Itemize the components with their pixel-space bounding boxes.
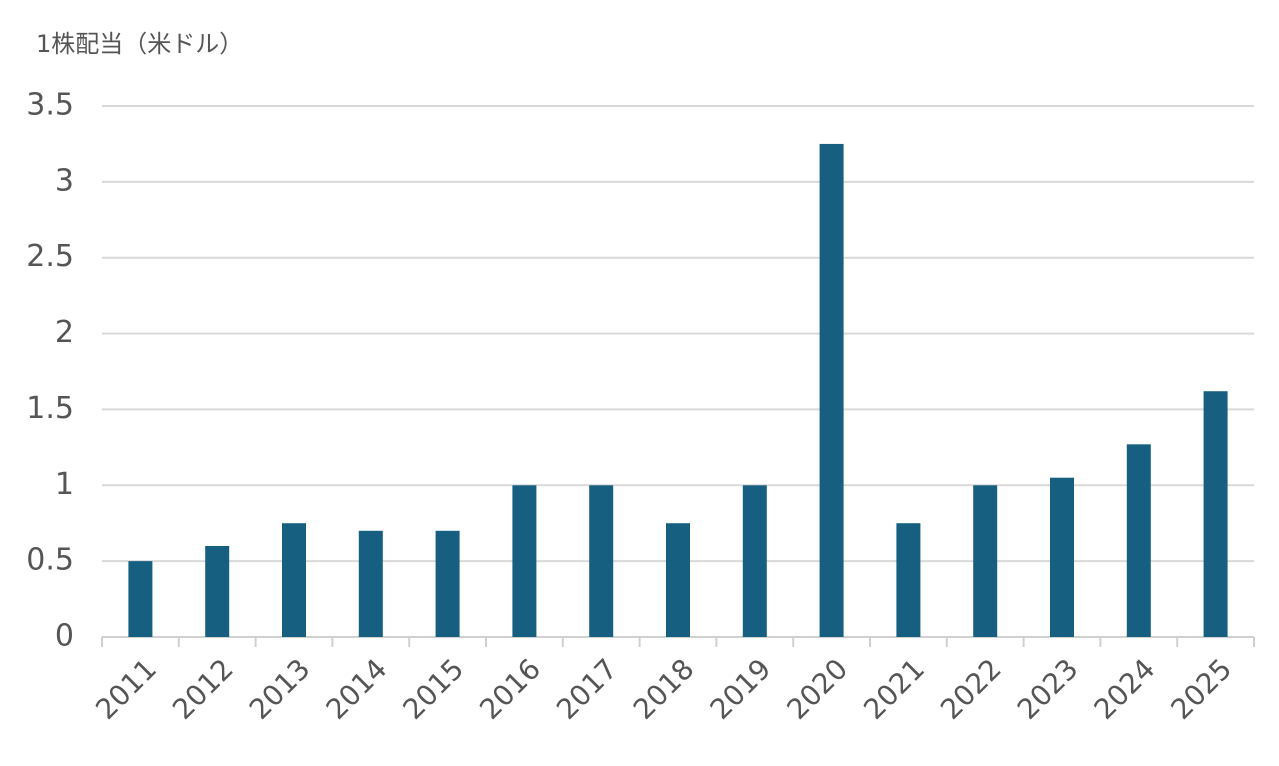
y-tick-label: 1 (55, 467, 74, 502)
bar (589, 485, 614, 637)
bar (896, 523, 921, 637)
x-tick-label: 2013 (243, 652, 317, 726)
x-tick-label: 2025 (1164, 652, 1238, 726)
x-tick-label: 2020 (780, 652, 854, 726)
x-tick-label: 2011 (89, 652, 163, 726)
x-tick-label: 2015 (396, 652, 470, 726)
y-tick-label: 0 (55, 619, 74, 654)
y-tick-label: 2 (55, 315, 74, 350)
x-tick-label: 2017 (550, 652, 624, 726)
y-tick-label: 0.5 (26, 543, 74, 578)
bar (666, 523, 690, 637)
bar (742, 485, 767, 637)
bar (1203, 391, 1228, 637)
bar (435, 530, 460, 637)
y-tick-label: 1.5 (26, 391, 74, 426)
y-tick-label: 3.5 (26, 88, 74, 123)
x-tick-label: 2023 (1011, 652, 1085, 726)
bar (973, 485, 998, 637)
chart-title: 1株配当（米ドル） (36, 30, 243, 58)
bar (1050, 477, 1074, 637)
y-tick-label: 2.5 (26, 239, 74, 274)
x-tick-label: 2014 (320, 652, 394, 726)
x-tick-label: 2018 (627, 652, 701, 726)
x-tick-label: 2022 (934, 652, 1008, 726)
bar (1126, 444, 1151, 637)
bar (205, 545, 230, 637)
x-tick-label: 2021 (857, 652, 931, 726)
bar (358, 530, 383, 637)
bar (128, 561, 153, 637)
y-tick-label: 3 (55, 163, 74, 198)
x-tick-label: 2012 (166, 652, 240, 726)
x-tick-label: 2016 (473, 652, 547, 726)
bar (282, 523, 306, 637)
x-tick-label: 2024 (1088, 652, 1162, 726)
bar (512, 485, 537, 637)
x-tick-label: 2019 (704, 652, 778, 726)
bar (819, 143, 844, 637)
